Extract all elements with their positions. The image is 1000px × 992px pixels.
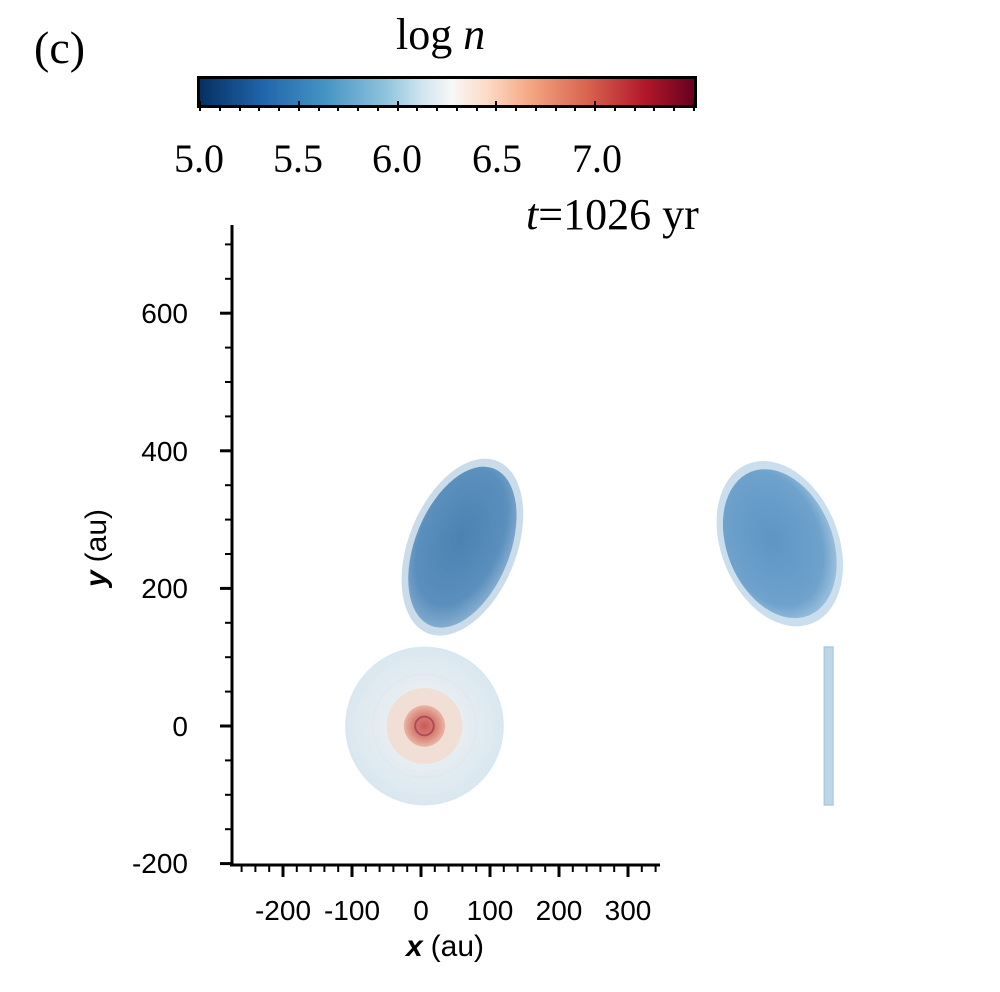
colorbar-major-tick (297, 101, 300, 111)
colorbar-minor-tick (357, 105, 360, 111)
northern-lobe (408, 466, 517, 628)
colorbar-minor-tick (436, 105, 439, 111)
detached-lobe (722, 469, 837, 619)
colorbar-minor-tick (475, 105, 478, 111)
colorbar-major-tick (594, 101, 597, 111)
y-tick-label: 200 (141, 573, 188, 604)
y-tick-label: -200 (132, 848, 188, 879)
envelope-ring (371, 673, 478, 779)
colorbar-title-prefix: log (396, 10, 453, 59)
colorbar-tick-label: 5.0 (174, 136, 224, 181)
x-tick-label: 300 (605, 895, 652, 926)
y-axis-title: y (au) (80, 509, 113, 589)
colorbar-minor-tick (218, 105, 221, 111)
colorbar-minor-tick (337, 105, 340, 111)
y-axis-title-var: y (80, 569, 113, 589)
colorbar (197, 76, 697, 111)
colorbar-major-tick (495, 101, 498, 111)
detached-stem (823, 646, 834, 806)
colorbar-minor-tick (278, 105, 281, 111)
time-label: t=1026 yr (526, 188, 699, 242)
x-tick-label: -200 (255, 895, 311, 926)
x-axis-title-var: x (404, 930, 424, 963)
colorbar-minor-tick (653, 105, 656, 111)
colorbar-minor-tick (515, 105, 518, 111)
core-marker (414, 715, 435, 737)
y-axis-title-unit: (au) (80, 509, 113, 562)
colorbar-tick-label: 6.0 (372, 136, 422, 181)
x-tick-label: 0 (413, 895, 429, 926)
colorbar-minor-tick (534, 105, 537, 111)
colorbar-title-var: n (463, 10, 486, 59)
x-axis-title-unit: (au) (431, 930, 484, 963)
colorbar-minor-tick (376, 105, 379, 111)
y-tick-label: 0 (172, 711, 188, 742)
envelope-ring (356, 657, 493, 795)
colorbar-minor-tick (258, 105, 261, 111)
time-label-var: t (526, 190, 539, 239)
colorbar-minor-tick (613, 105, 616, 111)
colorbar-major-tick (693, 101, 695, 111)
colorbar-major-tick (199, 101, 201, 111)
time-label-value: 1026 yr (563, 190, 699, 239)
colorbar-minor-tick (554, 105, 557, 111)
time-label-eq: = (538, 190, 564, 239)
colorbar-minor-tick (455, 105, 458, 111)
colorbar-minor-tick (238, 105, 241, 111)
colorbar-minor-tick (317, 105, 320, 111)
colorbar-minor-tick (416, 105, 419, 111)
colorbar-minor-tick (633, 105, 636, 111)
y-tick-label: 600 (141, 298, 188, 329)
x-tick-label: -100 (324, 895, 380, 926)
y-tick-label: 400 (141, 436, 188, 467)
x-axis-title: x (au) (404, 930, 484, 963)
panel-label: (c) (34, 22, 86, 73)
x-tick-label: 100 (467, 895, 514, 926)
central-core (403, 705, 446, 747)
colorbar-tick-label: 5.5 (273, 136, 323, 181)
colorbar-title: log n (396, 8, 485, 62)
colorbar-tick-label: 6.5 (472, 136, 522, 181)
x-tick-label: 200 (536, 895, 583, 926)
colorbar-major-tick (396, 101, 399, 111)
colorbar-tick-label: 7.0 (572, 136, 622, 181)
colorbar-minor-tick (673, 105, 676, 111)
colorbar-minor-tick (574, 105, 577, 111)
